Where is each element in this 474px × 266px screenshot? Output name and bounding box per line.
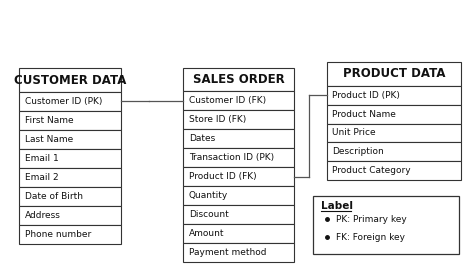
FancyBboxPatch shape (183, 129, 294, 148)
FancyBboxPatch shape (19, 206, 121, 225)
Text: Description: Description (332, 147, 384, 156)
FancyBboxPatch shape (183, 224, 294, 243)
Text: Label: Label (321, 201, 353, 211)
Text: Quantity: Quantity (189, 191, 228, 200)
FancyBboxPatch shape (19, 149, 121, 168)
FancyBboxPatch shape (19, 168, 121, 187)
Text: Address: Address (25, 211, 61, 220)
Text: SALES ORDER: SALES ORDER (193, 73, 285, 86)
Text: CUSTOMER DATA: CUSTOMER DATA (14, 74, 126, 87)
FancyBboxPatch shape (183, 243, 294, 262)
Text: Payment method: Payment method (189, 248, 266, 257)
FancyBboxPatch shape (327, 62, 461, 86)
Text: Product Category: Product Category (332, 167, 411, 175)
Text: Last Name: Last Name (25, 135, 73, 144)
Text: Product Name: Product Name (332, 110, 396, 119)
Text: Email 1: Email 1 (25, 154, 58, 163)
FancyBboxPatch shape (19, 111, 121, 130)
Text: FK: Foreign key: FK: Foreign key (336, 233, 405, 242)
FancyBboxPatch shape (183, 148, 294, 167)
FancyBboxPatch shape (183, 68, 294, 92)
FancyBboxPatch shape (313, 196, 459, 254)
FancyBboxPatch shape (19, 68, 121, 92)
Text: PRODUCT DATA: PRODUCT DATA (343, 67, 445, 80)
FancyBboxPatch shape (327, 105, 461, 123)
FancyBboxPatch shape (183, 110, 294, 129)
FancyBboxPatch shape (183, 186, 294, 205)
Text: First Name: First Name (25, 116, 73, 125)
Text: Amount: Amount (189, 229, 224, 238)
Text: Email 2: Email 2 (25, 173, 58, 182)
FancyBboxPatch shape (19, 225, 121, 244)
FancyBboxPatch shape (327, 143, 461, 161)
FancyBboxPatch shape (19, 187, 121, 206)
FancyBboxPatch shape (183, 167, 294, 186)
Text: Product ID (PK): Product ID (PK) (332, 91, 400, 99)
Text: Unit Price: Unit Price (332, 128, 376, 138)
Text: Dates: Dates (189, 134, 215, 143)
Text: Discount: Discount (189, 210, 228, 219)
FancyBboxPatch shape (327, 123, 461, 143)
Text: Transaction ID (PK): Transaction ID (PK) (189, 153, 274, 162)
Text: Phone number: Phone number (25, 230, 91, 239)
FancyBboxPatch shape (19, 130, 121, 149)
Text: Store ID (FK): Store ID (FK) (189, 115, 246, 124)
FancyBboxPatch shape (183, 92, 294, 110)
FancyBboxPatch shape (327, 86, 461, 105)
FancyBboxPatch shape (327, 161, 461, 180)
Text: Date of Birth: Date of Birth (25, 192, 82, 201)
Text: Product ID (FK): Product ID (FK) (189, 172, 256, 181)
Text: Customer ID (PK): Customer ID (PK) (25, 97, 102, 106)
Text: Customer ID (FK): Customer ID (FK) (189, 96, 266, 105)
FancyBboxPatch shape (19, 92, 121, 111)
Text: PK: Primary key: PK: Primary key (336, 215, 407, 224)
FancyBboxPatch shape (183, 205, 294, 224)
